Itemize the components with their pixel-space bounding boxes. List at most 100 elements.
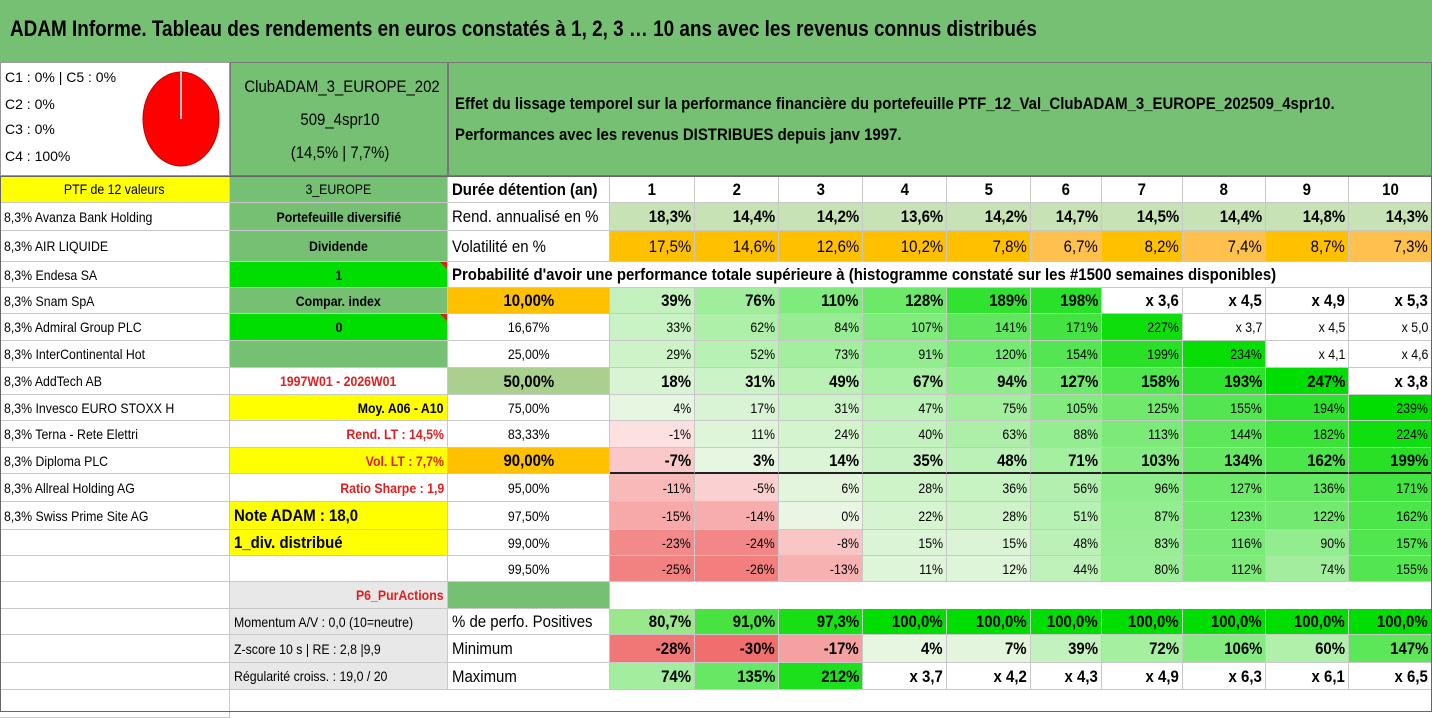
vol-value-text: 14,6% xyxy=(732,236,775,256)
vol-value: 14,6% xyxy=(695,231,779,262)
probability-value-text: 74% xyxy=(1320,560,1345,577)
positive-value-text: 100,0% xyxy=(1211,612,1262,631)
probability-value-text: 44% xyxy=(1073,560,1098,577)
portfolio-name-line: (14,5% | 7,7%) xyxy=(290,143,390,162)
rend-value-text: 14,5% xyxy=(1136,207,1179,226)
div-distrib-cell: 1_div. distribué xyxy=(230,530,448,556)
probability-value-text: 128% xyxy=(904,291,943,310)
minimum-value: -28% xyxy=(610,635,695,663)
year-header-text: 10 xyxy=(1381,179,1399,199)
positive-value: 100,0% xyxy=(1031,609,1102,635)
positive-value-text: 100,0% xyxy=(1294,612,1345,631)
probability-value: 47% xyxy=(863,395,947,421)
probability-value-text: 24% xyxy=(834,426,859,442)
probability-value: 199% xyxy=(1349,448,1432,474)
probability-value-text: 120% xyxy=(995,346,1027,362)
probability-value: 107% xyxy=(863,314,947,341)
probability-value-text: 107% xyxy=(911,319,943,335)
probability-value: 239% xyxy=(1349,395,1432,421)
vol-label-text: Volatilité en % xyxy=(452,236,546,256)
probability-value-text: 4% xyxy=(673,399,691,416)
probability-value: 3% xyxy=(695,448,779,474)
probability-value-text: 162% xyxy=(1396,507,1428,524)
probability-value: 15% xyxy=(863,530,947,556)
probability-value-text: 29% xyxy=(666,346,691,362)
probability-value-text: 155% xyxy=(1396,560,1428,577)
probability-value: 48% xyxy=(1031,530,1102,556)
probability-value: 234% xyxy=(1183,341,1266,368)
probability-value: 182% xyxy=(1266,421,1349,448)
minimum-value: 106% xyxy=(1183,635,1266,663)
probability-value-text: 94% xyxy=(997,371,1027,391)
positive-value: 80,7% xyxy=(610,609,695,635)
probability-value-text: 39% xyxy=(661,291,691,310)
probability-value: 120% xyxy=(947,341,1031,368)
vol-value-text: 7,8% xyxy=(992,236,1027,256)
probability-value-text: 84% xyxy=(834,319,859,335)
probability-value-text: 35% xyxy=(913,450,943,470)
holding-row: 8,3% AIR LIQUIDE xyxy=(0,231,230,262)
empty-cell xyxy=(0,635,230,663)
minimum-label: Minimum xyxy=(448,635,610,663)
rend-value-text: 14,8% xyxy=(1302,207,1345,226)
probability-value-text: 199% xyxy=(1147,346,1179,362)
probability-value: 96% xyxy=(1102,474,1183,502)
minimum-value: 7% xyxy=(947,635,1031,663)
allocation-panel: C1 : 0% | C5 : 0% C2 : 0% C3 : 0% C4 : 1… xyxy=(0,62,230,176)
probability-value: 154% xyxy=(1031,341,1102,368)
positive-value-text: 100,0% xyxy=(1047,612,1098,631)
maximum-value-text: x 4,9 xyxy=(1145,666,1179,686)
probability-threshold: 75,00% xyxy=(448,395,610,421)
year-header: 5 xyxy=(947,176,1031,203)
minimum-value-text: 39% xyxy=(1068,639,1098,658)
probability-value-text: 96% xyxy=(1154,479,1179,496)
probability-threshold-text: 97,50% xyxy=(507,507,550,524)
rend-value-text: 14,7% xyxy=(1055,207,1098,226)
empty-info-cell xyxy=(448,582,610,609)
description-line: Effet du lissage temporel sur la perform… xyxy=(455,94,1335,113)
probability-value: x 4,6 xyxy=(1349,341,1432,368)
probability-value-text: 31% xyxy=(745,371,775,391)
vol-value-text: 7,4% xyxy=(1227,236,1262,256)
ptf-label-text: PTF de 12 valeurs xyxy=(64,181,165,197)
dividend-value-cell: 1 xyxy=(230,262,448,288)
probability-value-text: 62% xyxy=(750,319,775,335)
probability-value-text: 33% xyxy=(666,319,691,335)
probability-value-text: 224% xyxy=(1396,426,1428,442)
minimum-value-text: 72% xyxy=(1149,639,1179,658)
positive-value: 100,0% xyxy=(947,609,1031,635)
probability-value: 71% xyxy=(1031,448,1102,474)
portfolio-name-line: ClubADAM_3_EUROPE_202 xyxy=(244,77,440,96)
probability-value-text: 28% xyxy=(918,479,943,496)
positive-value: 100,0% xyxy=(1183,609,1266,635)
probability-value-text: 90% xyxy=(1320,534,1345,551)
positive-label-text: % de perfo. Positives xyxy=(452,612,593,631)
probability-value: 29% xyxy=(610,341,695,368)
probability-value: 56% xyxy=(1031,474,1102,502)
maximum-value: 212% xyxy=(779,663,863,690)
positive-value-text: 100,0% xyxy=(1377,612,1428,631)
probability-value-text: 112% xyxy=(1231,560,1262,577)
probability-threshold: 97,50% xyxy=(448,502,610,530)
minimum-value: 4% xyxy=(863,635,947,663)
holding-row: 8,3% Avanza Bank Holding xyxy=(0,203,230,231)
probability-value-text: 11% xyxy=(919,560,943,577)
vol-lt-cell-text: Vol. LT : 7,7% xyxy=(365,452,444,469)
rend-lt-cell-text: Rend. LT : 14,5% xyxy=(346,426,444,442)
probability-value-text: 0% xyxy=(841,507,859,524)
holding-row: 8,3% Endesa SA xyxy=(0,262,230,288)
probability-value-text: 31% xyxy=(834,399,859,416)
probability-threshold: 90,00% xyxy=(448,448,610,474)
positive-value-text: 100,0% xyxy=(892,612,943,631)
probability-value: 91% xyxy=(863,341,947,368)
probability-value-text: 73% xyxy=(834,346,859,362)
positive-value: 97,3% xyxy=(779,609,863,635)
empty-info-cell xyxy=(230,341,448,368)
maximum-value-text: 135% xyxy=(736,666,775,686)
positive-value-text: 100,0% xyxy=(976,612,1027,631)
maximum-value: x 6,5 xyxy=(1349,663,1432,690)
probability-value-text: 14% xyxy=(829,450,859,470)
probability-value: 63% xyxy=(947,421,1031,448)
probability-value: 136% xyxy=(1266,474,1349,502)
holding-row: 8,3% Invesco EURO STOXX H xyxy=(0,395,230,421)
